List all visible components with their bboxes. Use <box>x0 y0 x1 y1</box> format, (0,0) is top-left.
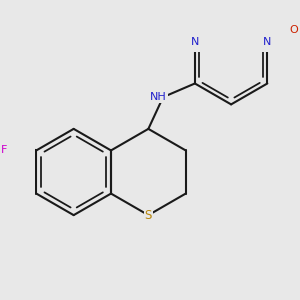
Text: NH: NH <box>150 92 167 102</box>
Text: O: O <box>289 25 298 35</box>
Text: F: F <box>1 146 8 155</box>
Text: S: S <box>145 208 152 222</box>
Text: H: H <box>155 92 163 102</box>
Text: N: N <box>191 37 199 46</box>
Text: N: N <box>263 37 272 46</box>
